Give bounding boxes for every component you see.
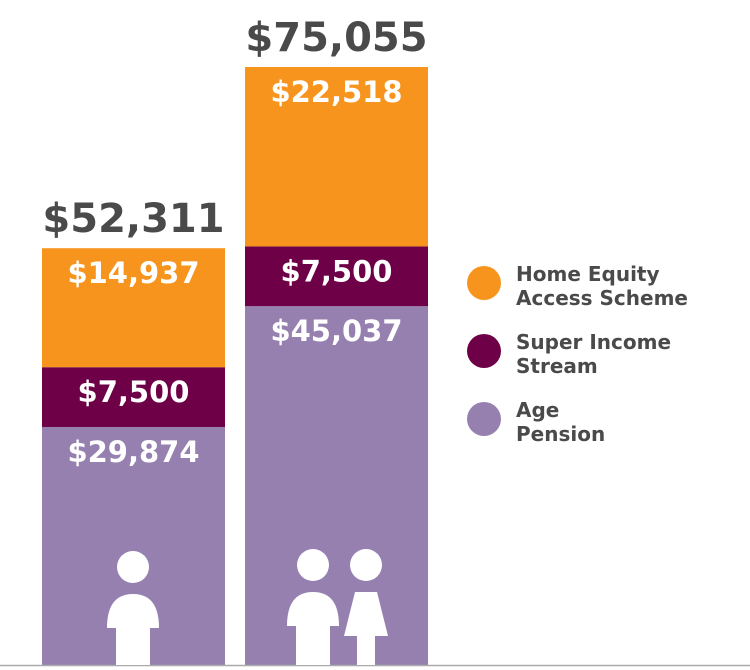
total-label: $52,311	[42, 196, 224, 242]
bar-segment	[42, 367, 225, 427]
bar-segment	[245, 306, 428, 665]
segment-label: $29,874	[67, 435, 199, 469]
legend-label: Home Equity Access Scheme	[516, 262, 688, 310]
legend-swatch	[467, 402, 501, 436]
legend-label: Age Pension	[516, 398, 605, 446]
total-label: $75,055	[245, 15, 427, 61]
legend: Home Equity Access Scheme Super Income Stre…	[467, 262, 688, 446]
segment-label: $14,937	[67, 256, 199, 290]
person-icons	[107, 549, 388, 665]
legend-swatch	[467, 334, 501, 368]
segment-label: $7,500	[281, 254, 393, 288]
couple-icon	[287, 549, 388, 665]
bar-segment	[245, 67, 428, 247]
legend-label: Super Income Stream	[516, 330, 671, 378]
segment-label: $7,500	[78, 375, 190, 409]
segment-label: $22,518	[270, 75, 402, 109]
bars: $29,874 $7,500 $14,937 $52,311 $45,037 $7,500…	[42, 15, 428, 665]
single-person-icon	[107, 551, 159, 665]
bar-segment	[245, 246, 428, 307]
legend-swatch	[467, 266, 501, 300]
bar-segment	[42, 248, 225, 368]
segment-label: $45,037	[270, 314, 402, 348]
